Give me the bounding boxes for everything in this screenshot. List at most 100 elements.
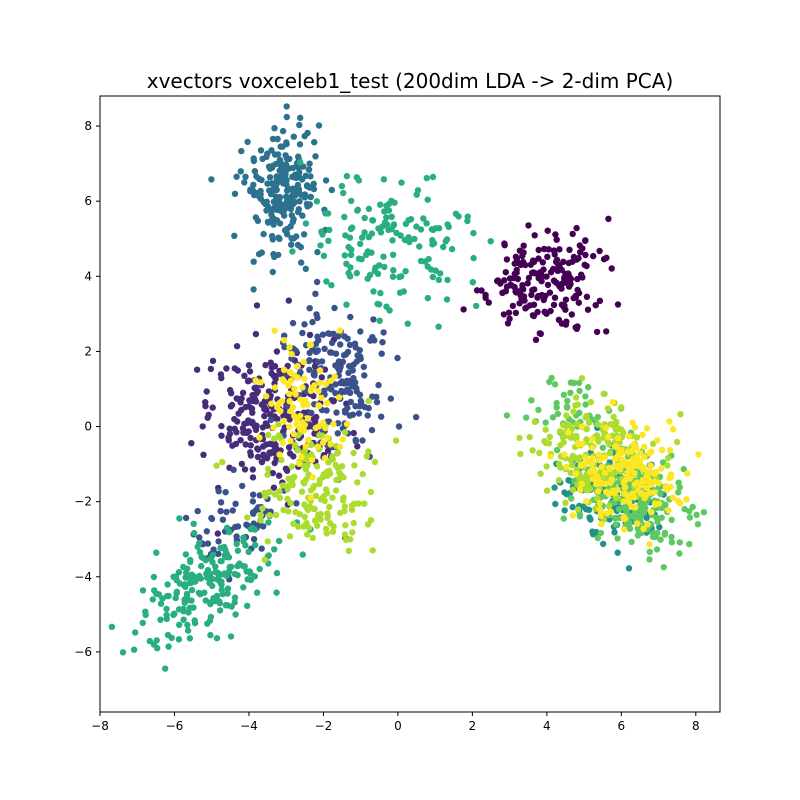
data-point (288, 463, 296, 470)
data-point (336, 443, 344, 451)
data-point (347, 398, 354, 406)
data-point (469, 279, 476, 286)
data-point (609, 398, 616, 406)
data-point (542, 426, 549, 433)
data-point (597, 529, 605, 537)
data-point (390, 222, 397, 229)
data-point (259, 424, 267, 431)
data-point (570, 294, 577, 302)
data-point (358, 256, 365, 263)
data-point (315, 402, 323, 409)
data-point (543, 273, 550, 280)
data-point (175, 569, 183, 576)
data-point (263, 153, 270, 161)
data-point (551, 381, 559, 388)
data-point (324, 514, 331, 522)
data-point (208, 514, 215, 522)
data-point (286, 398, 293, 405)
data-point (516, 247, 524, 254)
data-point (578, 480, 585, 487)
data-point (365, 397, 372, 405)
data-point (346, 341, 354, 349)
data-point (332, 461, 339, 469)
data-point (339, 497, 347, 504)
data-point (250, 258, 257, 265)
data-point (568, 495, 575, 502)
data-point (142, 611, 149, 619)
data-point (250, 155, 257, 162)
data-point (250, 491, 257, 498)
data-point (596, 506, 603, 513)
data-point (316, 476, 323, 484)
data-point (271, 435, 278, 442)
data-point (308, 441, 315, 449)
data-point (314, 443, 321, 450)
data-point (319, 439, 327, 446)
data-point (234, 523, 242, 530)
data-point (269, 135, 277, 143)
data-point (336, 469, 343, 476)
data-point (257, 517, 264, 524)
data-point (345, 547, 352, 555)
data-point (543, 487, 551, 494)
data-point (287, 377, 295, 384)
data-point (313, 463, 321, 470)
data-point (332, 389, 339, 397)
data-point (246, 368, 254, 375)
data-point (364, 275, 371, 282)
data-point (400, 288, 407, 295)
data-point (289, 404, 297, 411)
data-point (273, 348, 281, 355)
data-point (355, 177, 363, 184)
data-point (564, 397, 571, 405)
data-point (279, 164, 286, 171)
data-point (194, 507, 201, 515)
data-point (313, 278, 321, 286)
data-point (233, 540, 240, 547)
data-point (544, 227, 551, 234)
data-point (249, 525, 257, 533)
data-point (304, 415, 312, 422)
data-point (519, 285, 526, 292)
data-point (349, 529, 356, 536)
data-point (555, 316, 563, 323)
data-point (275, 432, 282, 439)
data-point (637, 512, 644, 519)
data-point (240, 534, 247, 541)
data-point (215, 550, 222, 558)
data-point (165, 592, 172, 600)
data-point (464, 217, 471, 225)
data-point (296, 198, 303, 205)
data-point (154, 645, 161, 652)
data-point (233, 343, 241, 350)
data-point (525, 222, 532, 229)
data-point (602, 424, 610, 431)
data-point (263, 207, 270, 214)
data-point (544, 281, 552, 289)
data-point (675, 479, 682, 486)
data-point (151, 587, 158, 594)
data-point (583, 426, 590, 433)
y-tick-label: 8 (84, 119, 92, 133)
data-point (361, 500, 368, 507)
data-point (231, 190, 239, 197)
data-point (506, 275, 514, 282)
data-point (347, 313, 354, 321)
data-point (640, 464, 647, 471)
data-point (327, 520, 334, 527)
data-point (191, 617, 198, 624)
data-point (540, 296, 547, 304)
data-point (280, 412, 287, 420)
data-point (254, 453, 262, 461)
data-point (232, 440, 240, 448)
data-point (460, 306, 467, 313)
data-point (297, 396, 304, 403)
data-point (290, 430, 297, 438)
data-point (587, 516, 594, 523)
data-point (558, 285, 565, 292)
data-point (297, 114, 304, 122)
data-point (253, 589, 261, 596)
data-point (694, 521, 702, 528)
data-point (208, 598, 215, 606)
data-point (257, 512, 264, 519)
